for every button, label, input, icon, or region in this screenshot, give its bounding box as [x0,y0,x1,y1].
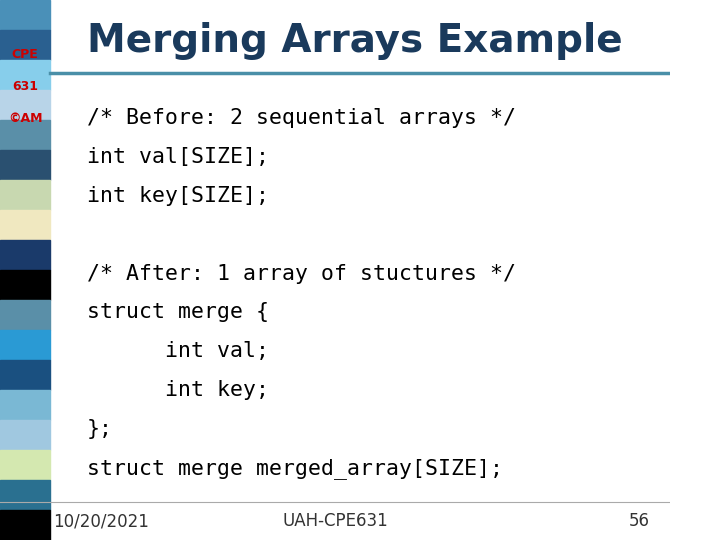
Bar [0,360,50,390]
Text: 56: 56 [629,512,649,530]
Bar [0,60,50,90]
Text: struct merge {: struct merge { [87,302,269,322]
Text: ©AM: ©AM [8,112,42,125]
Bar [0,180,50,210]
Bar [0,30,50,60]
Text: /* Before: 2 sequential arrays */: /* Before: 2 sequential arrays */ [87,108,516,128]
Bar [0,270,50,300]
Bar [0,150,50,180]
Bar [0,240,50,270]
Bar [0,510,50,540]
Text: int key[SIZE];: int key[SIZE]; [87,186,269,206]
Bar [0,120,50,150]
Text: int key;: int key; [87,380,269,400]
Bar [0,210,50,240]
Text: CPE: CPE [12,48,38,60]
Text: struct merge merged_array[SIZE];: struct merge merged_array[SIZE]; [87,458,503,479]
Text: /* After: 1 array of stuctures */: /* After: 1 array of stuctures */ [87,264,516,284]
Text: UAH-CPE631: UAH-CPE631 [282,512,388,530]
Bar [0,390,50,420]
Bar [0,420,50,450]
Bar [0,480,50,510]
Bar [0,450,50,480]
Bar [0,330,50,360]
Text: 10/20/2021: 10/20/2021 [53,512,150,530]
Bar [0,0,50,30]
Text: };: }; [87,419,113,439]
Bar [0,90,50,120]
Bar [0,300,50,330]
Text: int val[SIZE];: int val[SIZE]; [87,147,269,167]
Text: 631: 631 [12,80,38,93]
Text: int val;: int val; [87,341,269,361]
Text: Merging Arrays Example: Merging Arrays Example [87,22,623,59]
